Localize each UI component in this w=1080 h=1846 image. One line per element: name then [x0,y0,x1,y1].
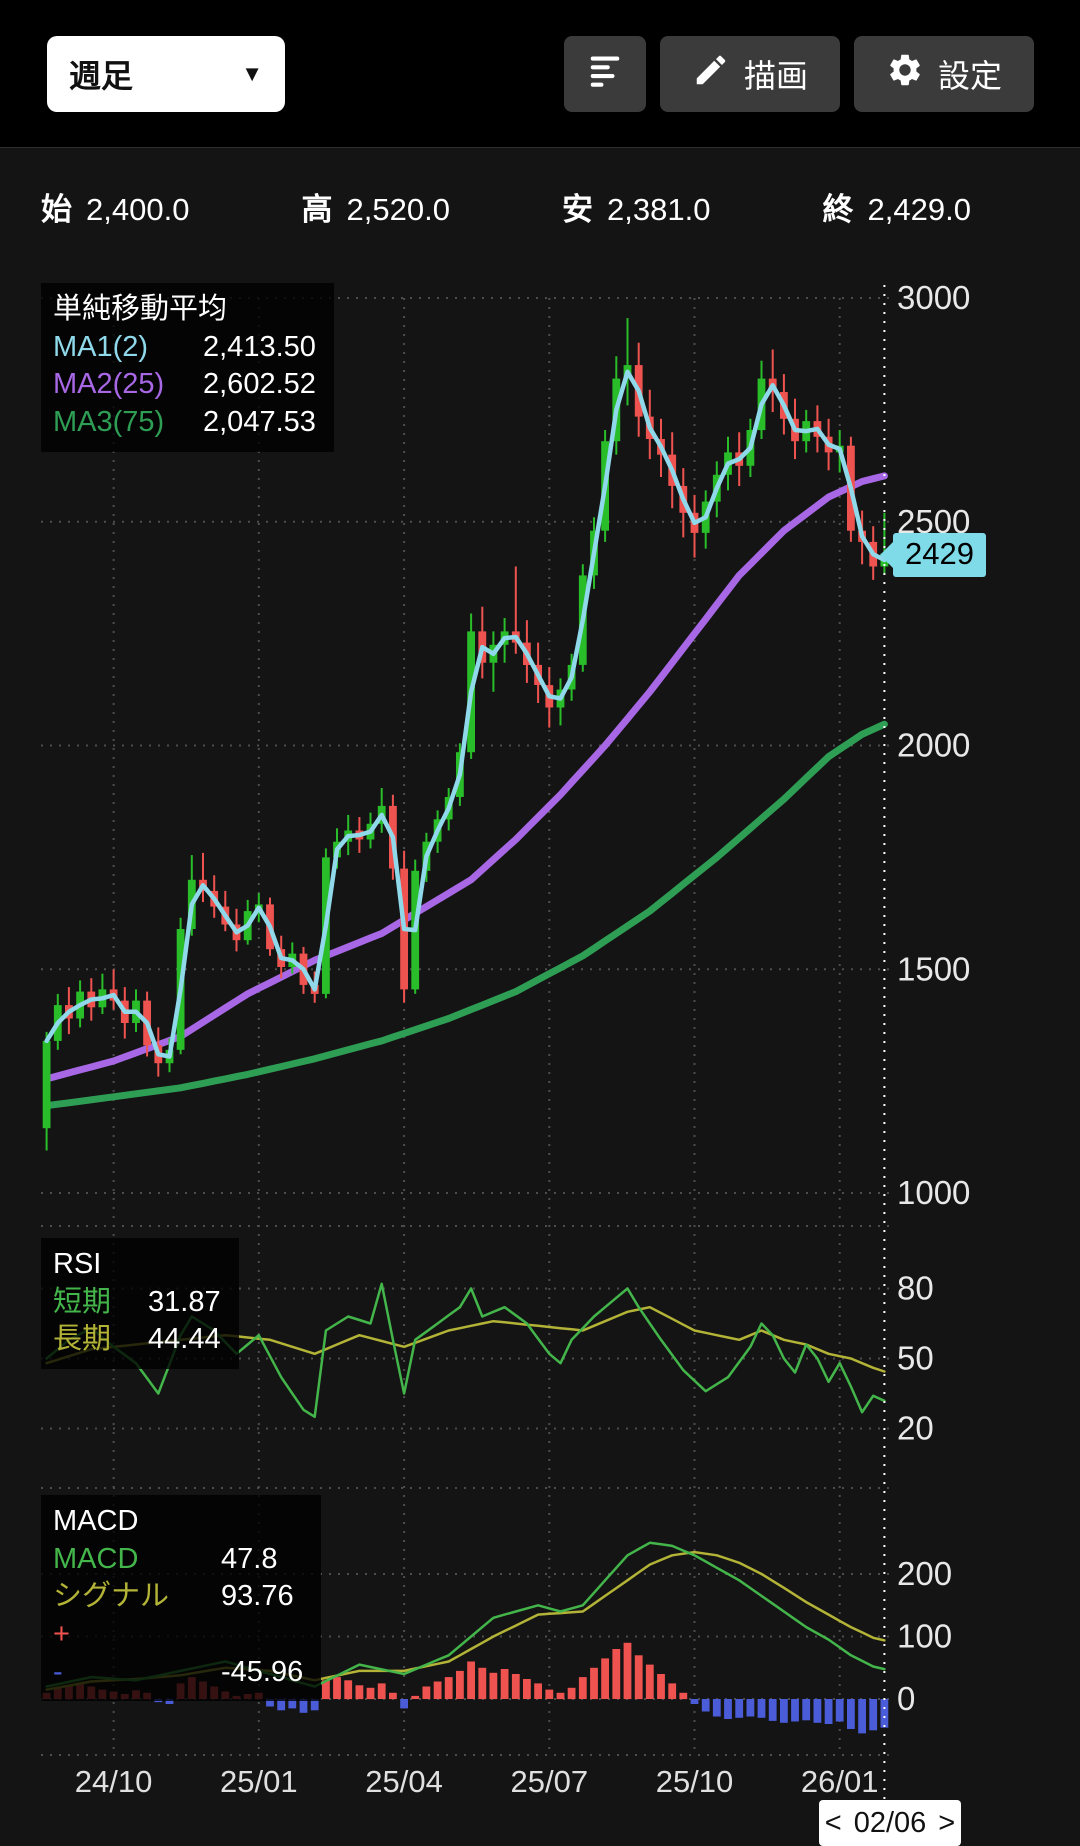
price-tag: 2429 [893,532,986,577]
svg-text:0: 0 [897,1680,915,1717]
macd-neg-label: - [53,1655,63,1688]
ohlc-high-label: 高 [301,192,333,227]
ohlc-close: 終 2,429.0 [823,184,971,229]
rsi-short-row: 短期 31.87 [53,1284,221,1322]
svg-text:1000: 1000 [897,1174,970,1211]
rsi-long-label: 長期 [53,1323,112,1356]
svg-text:25/10: 25/10 [656,1764,734,1799]
ma2-value: 2,602.52 [203,368,316,401]
ohlc-close-label: 終 [822,192,854,227]
rsi-long-row: 長期 44.44 [53,1321,221,1359]
settings-button[interactable]: 設定 [854,36,1034,112]
chevron-down-icon: ▼ [241,61,263,86]
prev-arrow[interactable]: < [824,1806,842,1839]
draw-label: 描画 [743,58,808,94]
ma2-row: MA2(25) 2,602.52 [53,366,316,404]
svg-text:25/01: 25/01 [220,1764,298,1799]
ma-legend: 単純移動平均 MA1(2) 2,413.50 MA2(25) 2,602.52 MA… [41,283,334,452]
ma-line-front [44,369,887,1059]
ohlc-low-label: 安 [562,192,594,227]
gear-icon [886,51,924,97]
macd-legend: MACD MACD 47.8 シグナル 93.76 + - -45.96 [41,1495,322,1702]
svg-text:3000: 3000 [897,279,970,316]
ohlc-row: 始 2,400.0 高 2,520.0 安 2,381.0 終 2,429.0 [41,184,971,229]
next-arrow[interactable]: > [938,1806,956,1839]
macd-pos-row: + [53,1616,303,1654]
svg-text:26/01: 26/01 [801,1764,879,1799]
rsi-legend-title: RSI [53,1248,102,1280]
rsi-short-value: 31.87 [148,1285,221,1318]
pencil-icon [692,51,730,97]
ma1-value: 2,413.50 [203,330,316,363]
svg-text:25/04: 25/04 [365,1764,443,1799]
svg-text:80: 80 [897,1270,934,1307]
macd-pos-label: + [53,1618,70,1651]
ohlc-open: 始 2,400.0 [41,184,189,229]
macd-line-label: MACD [53,1542,139,1575]
ma-legend-title: 単純移動平均 [53,293,228,325]
ma1-label: MA1(2) [53,330,149,363]
svg-text:24/10: 24/10 [75,1764,153,1799]
indicators-button[interactable] [564,36,646,112]
timeframe-dropdown[interactable]: 週足 ▼ [47,36,285,112]
svg-text:50: 50 [897,1340,934,1377]
ma1-row: MA1(2) 2,413.50 [53,329,316,367]
ma3-label: MA3(75) [53,406,165,439]
price-tag-value: 2429 [905,535,974,571]
date-nav-label: 02/06 [853,1806,927,1839]
macd-signal-label: シグナル [53,1580,170,1613]
date-nav[interactable]: < 02/06 > [819,1800,961,1846]
ma3-value: 2,047.53 [203,406,316,439]
draw-button[interactable]: 描画 [660,36,840,112]
ohlc-high-value: 2,520.0 [346,192,450,227]
ma-lines-back [43,472,888,1110]
ohlc-high: 高 2,520.0 [302,184,450,229]
timeframe-label: 週足 [69,58,134,94]
macd-signal-value: 93.76 [221,1580,294,1613]
svg-text:100: 100 [897,1618,952,1655]
macd-legend-title: MACD [53,1505,139,1537]
svg-text:20: 20 [897,1410,934,1447]
ohlc-low: 安 2,381.0 [562,184,710,229]
svg-text:2000: 2000 [897,727,970,764]
rsi-legend: RSI 短期 31.87 長期 44.44 [41,1238,239,1370]
ohlc-low-value: 2,381.0 [607,192,711,227]
svg-text:200: 200 [897,1555,952,1592]
macd-line-row: MACD 47.8 [53,1541,303,1579]
svg-text:25/07: 25/07 [511,1764,589,1799]
svg-text:1500: 1500 [897,950,970,987]
macd-hist-value: -45.96 [221,1655,304,1688]
macd-line-value: 47.8 [221,1542,278,1575]
macd-signal-row: シグナル 93.76 [53,1578,303,1616]
ma2-label: MA2(25) [53,368,165,401]
rsi-short-label: 短期 [53,1285,112,1318]
indicator-list-icon [586,51,624,97]
settings-label: 設定 [937,58,1002,94]
ohlc-open-label: 始 [41,192,72,227]
rsi-long-value: 44.44 [148,1323,221,1356]
chart-canvas[interactable]: 24/10 25/01 25/04 25/07 25/10 26/013000250020… [0,240,1080,1846]
grid: 24/10 25/01 25/04 25/07 25/10 26/013000250020… [41,279,970,1799]
toolbar: 週足 ▼ 描画 設定 [0,0,1080,148]
macd-neg-row: - -45.96 [53,1654,303,1692]
ma3-row: MA3(75) 2,047.53 [53,404,316,442]
ohlc-open-value: 2,400.0 [86,192,190,227]
ohlc-close-value: 2,429.0 [867,192,971,227]
